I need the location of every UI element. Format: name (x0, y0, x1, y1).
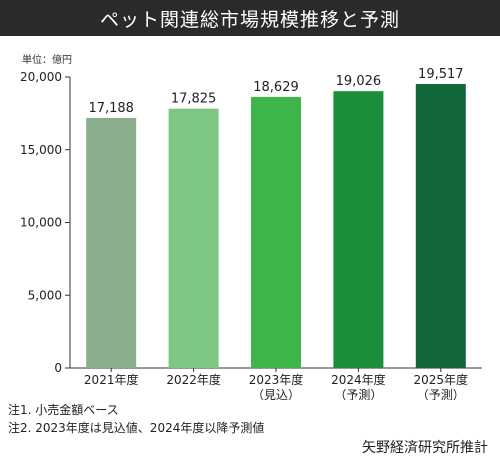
bar-value-label: 17,825 (171, 92, 217, 107)
bar-value-label: 19,517 (418, 67, 464, 82)
chart-title: ペット関連総市場規模推移と予測 (99, 8, 400, 31)
bar-value-label: 19,026 (336, 74, 382, 89)
bar (415, 84, 466, 368)
chart-title-bar: ペット関連総市場規模推移と予測 (0, 0, 500, 36)
bar (251, 96, 301, 368)
x-tick-label: 2022年度 (166, 372, 221, 387)
notes: 注1. 小売金額ベース 注2. 2023年度は見込値、2024年度以降予測値 (8, 401, 264, 437)
x-tick-sublabel: （予測） (417, 388, 465, 400)
x-tick-label: 2021年度 (84, 372, 139, 387)
unit-label: 単位：億円 (22, 55, 72, 66)
bar-value-label: 18,629 (253, 80, 299, 95)
y-tick-label: 5,000 (28, 288, 62, 302)
note-2: 注2. 2023年度は見込値、2024年度以降予測値 (8, 421, 265, 435)
y-tick-label: 0 (54, 361, 62, 375)
x-tick-label: 2025年度 (414, 372, 469, 387)
bar (168, 108, 219, 369)
source-credit: 矢野経済研究所推計 (362, 440, 488, 456)
y-tick-label: 10,000 (20, 216, 62, 230)
bar (333, 91, 384, 369)
x-tick-sublabel: （予測） (334, 388, 382, 400)
bar-value-label: 17,188 (88, 101, 134, 116)
x-tick-sublabel: （見込） (252, 388, 300, 400)
note-1: 注1. 小売金額ベース (8, 403, 119, 417)
bar (86, 117, 137, 368)
y-tick-label: 15,000 (20, 143, 62, 157)
x-tick-label: 2023年度 (249, 372, 304, 387)
x-tick-label: 2024年度 (331, 372, 386, 387)
bar-chart: 0 5,000 10,000 15,000 20,000 17,188 2021年度 17,8… (20, 67, 482, 400)
y-tick-label: 20,000 (20, 70, 62, 84)
